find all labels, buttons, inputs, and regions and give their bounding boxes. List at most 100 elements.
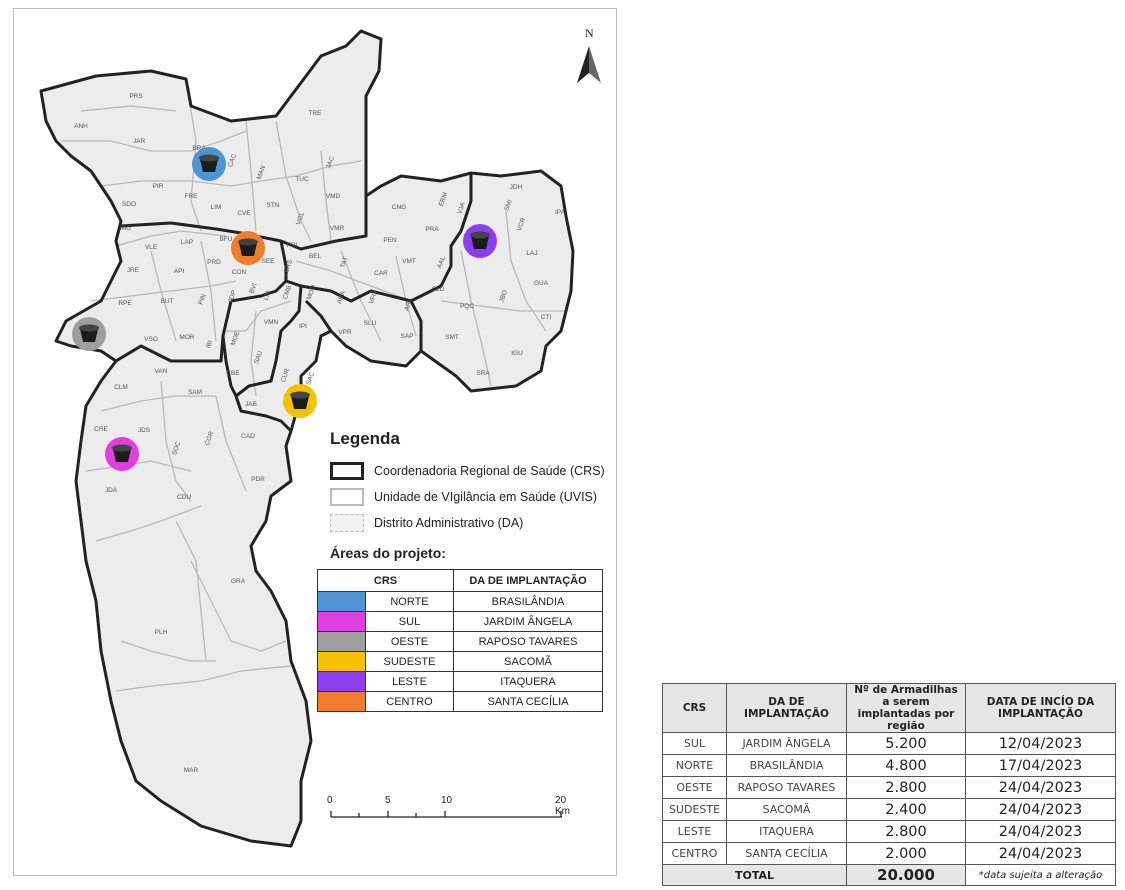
summary-date-cell: 24/04/2023 <box>965 842 1116 865</box>
crs-color-swatch <box>317 691 366 712</box>
district-label: JDH <box>510 184 523 191</box>
district-label: SMT <box>445 334 459 341</box>
district-label: BRS <box>283 258 294 274</box>
summary-crs-cell: CENTRO <box>662 842 727 865</box>
marker-sul <box>105 437 139 471</box>
summary-date-cell: 12/04/2023 <box>965 732 1116 755</box>
crs-cell: SUDESTE <box>365 651 454 672</box>
summary-header-count: Nº de Armadilhas a serem implantadas por… <box>846 683 966 733</box>
district-label: SDO <box>122 201 136 208</box>
district-label: CBE <box>226 370 240 377</box>
crs-color-swatch <box>317 651 366 672</box>
summary-count-cell: 2.800 <box>846 776 966 799</box>
district-label: VGL <box>295 211 306 226</box>
district-label: TRE <box>309 110 323 117</box>
summary-table-row: LESTE ITAQUERA 2.800 24/04/2023 <box>662 820 1116 843</box>
district-label: CLM <box>114 384 128 391</box>
district-label: JBO <box>498 289 509 303</box>
da-cell: RAPOSO TAVARES <box>453 631 603 652</box>
district-label: BRA <box>192 145 206 152</box>
project-markers <box>72 147 497 471</box>
summary-table-row: OESTE RAPOSO TAVARES 2.800 24/04/2023 <box>662 776 1116 799</box>
district-label: CRE <box>94 426 108 433</box>
district-label: LIB <box>263 290 273 302</box>
scale-line <box>330 811 562 818</box>
district-label: BFU <box>220 236 233 243</box>
areas-table-row: LESTE ITAQUERA <box>317 671 603 692</box>
district-label: SAU <box>253 350 264 365</box>
district-label: PRI <box>287 242 298 249</box>
district-label: TUC <box>295 176 309 183</box>
district-label: VCR <box>516 217 527 233</box>
district-label: CON <box>232 269 247 276</box>
summary-da-cell: BRASILÂNDIA <box>726 754 847 777</box>
district-label: JAB <box>245 401 257 408</box>
legend-swatch-crs <box>330 462 364 480</box>
project-areas-title: Áreas do projeto: <box>330 545 446 561</box>
district-label: PRA <box>425 226 439 233</box>
summary-da-cell: RAPOSO TAVARES <box>726 776 847 799</box>
district-label: SOC <box>171 440 182 456</box>
district-label: CAR <box>374 270 388 277</box>
marker-centro <box>231 231 265 265</box>
crs-color-swatch <box>317 611 366 632</box>
district-label: SLU <box>364 320 377 327</box>
summary-count-cell: 2.800 <box>846 820 966 843</box>
da-cell: JARDIM ÂNGELA <box>453 611 603 632</box>
north-label: N <box>585 26 594 40</box>
summary-total-value: 20.000 <box>846 864 966 886</box>
district-label: SRA <box>476 370 490 377</box>
summary-crs-cell: SUDESTE <box>662 798 727 821</box>
district-label: CAC <box>227 153 238 169</box>
district-label: GRA <box>231 578 246 585</box>
legend-swatch-da <box>330 514 364 532</box>
legend-swatch-uvis <box>330 488 364 506</box>
district-label: CUR <box>280 367 291 383</box>
district-label: VSO <box>144 336 158 343</box>
areas-table-row: SUDESTE SACOMÃ <box>317 651 603 672</box>
district-label: SAC <box>305 371 316 386</box>
summary-date-cell: 24/04/2023 <box>965 776 1116 799</box>
district-label: AAL <box>436 255 447 269</box>
summary-da-cell: JARDIM ÂNGELA <box>726 732 847 755</box>
district-label: API <box>174 268 185 275</box>
legend-label-uvis: Unidade de VIgilância em Saúde (UVIS) <box>374 490 598 504</box>
crs-color-swatch <box>317 671 366 692</box>
da-cell: ITAQUERA <box>453 671 603 692</box>
district-label: JDA <box>105 487 118 494</box>
da-cell: SACOMÃ <box>453 651 603 672</box>
district-label: PRD <box>207 259 221 266</box>
legend-title: Legenda <box>330 429 400 448</box>
scale-bar: 0 5 10 20 Km <box>327 795 580 825</box>
district-label: VLE <box>145 244 158 251</box>
district-label: VAN <box>155 368 168 375</box>
crs-cell: SUL <box>365 611 454 632</box>
district-label: VJA <box>456 201 467 215</box>
district-label: IGU <box>511 350 523 357</box>
district-label: IPA <box>555 209 566 216</box>
uvis-boundaries <box>61 80 566 692</box>
district-label: BVI <box>249 282 259 294</box>
district-label: BEL <box>309 253 322 260</box>
legend-label-crs: Coordenadoria Regional de Saúde (CRS) <box>374 464 605 478</box>
district-label: CNG <box>392 204 406 211</box>
district-label: PEN <box>383 237 397 244</box>
district-label: SAM <box>188 389 202 396</box>
marker-oeste <box>72 317 106 351</box>
summary-date-cell: 24/04/2023 <box>965 798 1116 821</box>
marker-leste <box>463 224 497 258</box>
district-label: FRE <box>185 193 199 200</box>
district-label: STN <box>267 202 280 209</box>
summary-table-row: CENTRO SANTA CECÍLIA 2.000 24/04/2023 <box>662 842 1116 865</box>
district-label: VMN <box>264 319 279 326</box>
summary-count-cell: 4.800 <box>846 754 966 777</box>
summary-crs-cell: NORTE <box>662 754 727 777</box>
summary-count-cell: 2.400 <box>846 798 966 821</box>
crs-color-swatch <box>317 591 366 612</box>
district-label: VMT <box>402 258 416 265</box>
district-label: RPE <box>118 300 132 307</box>
marker-sudeste <box>283 384 317 418</box>
district-label: PDR <box>251 476 265 483</box>
district-label: TAT <box>339 256 349 269</box>
district-label: MOE <box>230 330 242 347</box>
